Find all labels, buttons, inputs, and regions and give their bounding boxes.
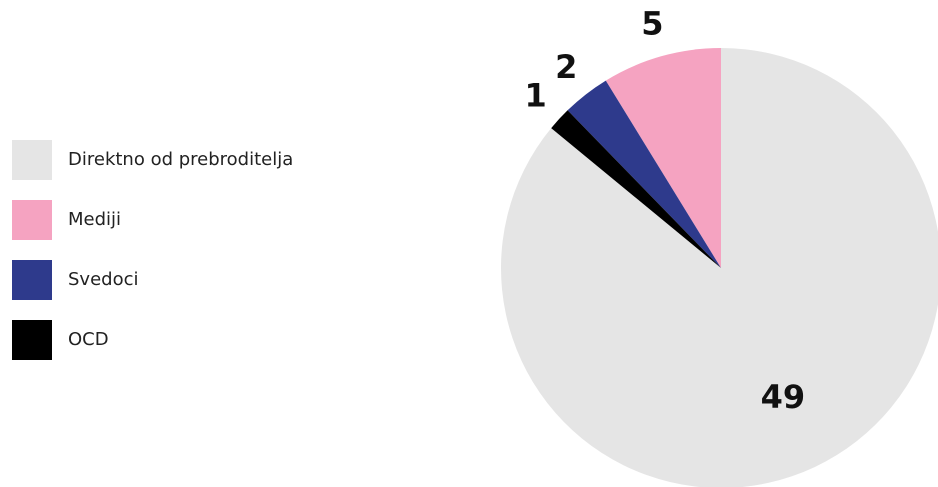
legend-swatch	[12, 140, 52, 180]
pie-slice	[501, 48, 938, 487]
legend-label: OCD	[68, 329, 109, 350]
legend-label: Mediji	[68, 209, 121, 230]
legend-swatch	[12, 200, 52, 240]
pie-slice	[605, 48, 721, 268]
data-label: 49	[761, 378, 806, 416]
pie-slice	[567, 80, 721, 268]
legend-label: Svedoci	[68, 269, 139, 290]
data-label: 1	[524, 76, 546, 114]
pie-slice	[551, 110, 721, 268]
data-label: 5	[641, 5, 663, 43]
legend-swatch	[12, 260, 52, 300]
legend-label: Direktno od prebroditelja	[68, 149, 293, 170]
data-label: 2	[555, 48, 577, 86]
legend-swatch	[12, 320, 52, 360]
